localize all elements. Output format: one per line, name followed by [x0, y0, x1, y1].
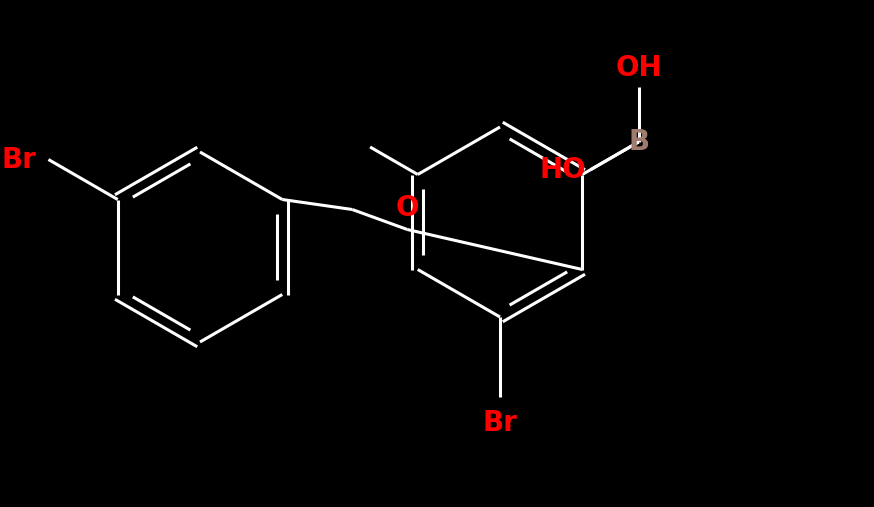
Text: OH: OH: [615, 54, 662, 82]
Text: B: B: [628, 128, 649, 156]
Text: Br: Br: [2, 146, 37, 173]
Text: HO: HO: [539, 156, 586, 184]
Text: O: O: [396, 194, 419, 222]
Text: Br: Br: [482, 409, 517, 437]
